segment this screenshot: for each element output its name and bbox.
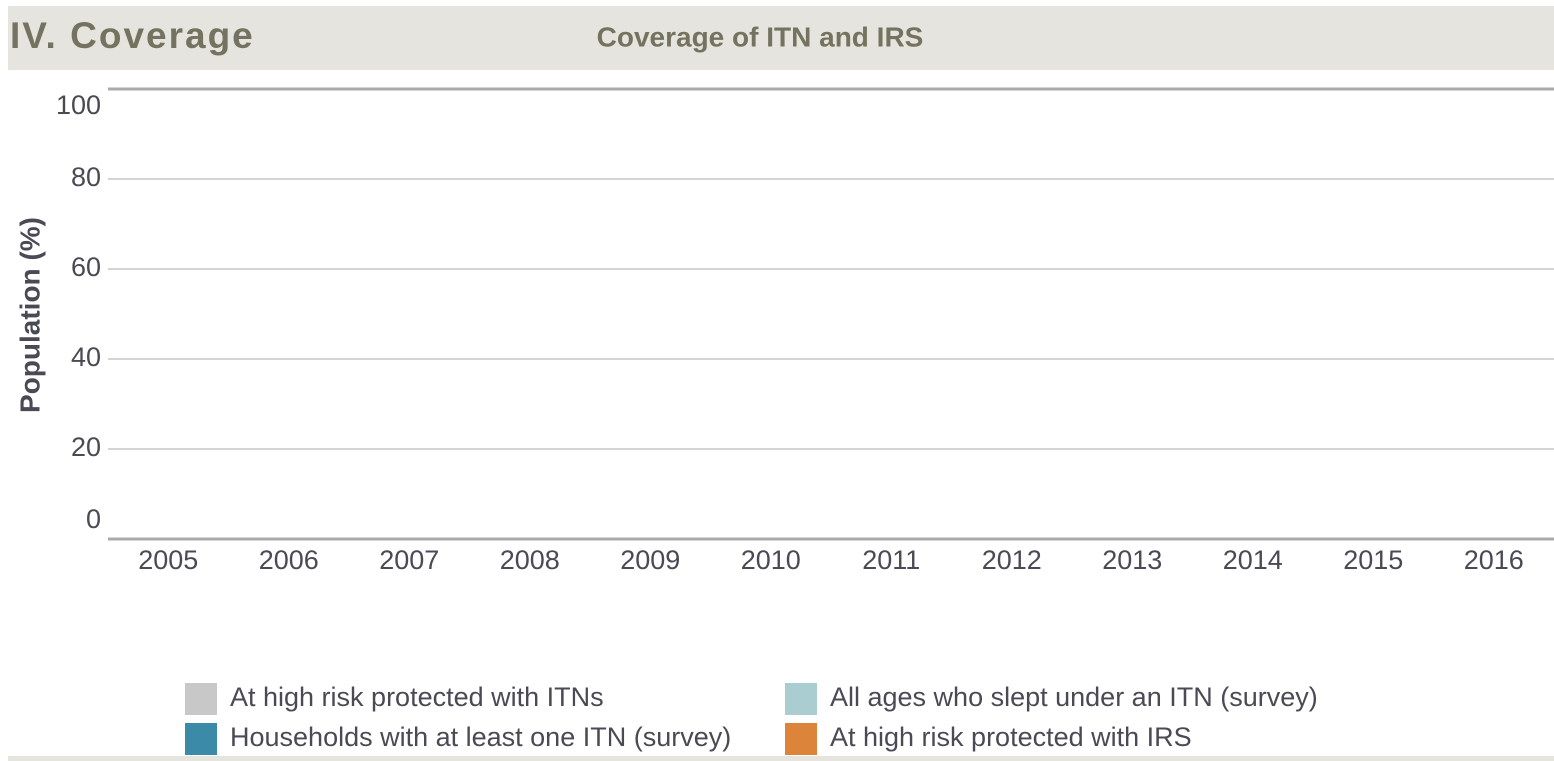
y-tick-label: 20: [71, 432, 101, 462]
x-tick-label: 2008: [500, 545, 560, 575]
y-tick-label: 80: [71, 162, 101, 192]
legend-label: Households with at least one ITN (survey…: [230, 722, 731, 752]
x-tick-label: 2005: [138, 545, 198, 575]
header-band: [8, 6, 1554, 70]
chart-title: Coverage of ITN and IRS: [597, 21, 924, 52]
legend-swatch: [185, 683, 217, 715]
legend-swatch: [185, 723, 217, 755]
x-tick-label: 2012: [982, 545, 1042, 575]
y-axis-label: Population (%): [14, 217, 45, 413]
y-tick-label: 0: [86, 504, 101, 534]
section-title: IV. Coverage: [10, 15, 255, 56]
footer-band: [8, 756, 1554, 761]
legend-label: All ages who slept under an ITN (survey): [830, 682, 1318, 712]
x-tick-label: 2007: [379, 545, 439, 575]
x-tick-label: 2013: [1102, 545, 1162, 575]
y-tick-label: 60: [71, 252, 101, 282]
legend-label: At high risk protected with IRS: [830, 722, 1192, 752]
y-tick-label: 40: [71, 342, 101, 372]
x-tick-label: 2014: [1223, 545, 1283, 575]
legend-label: At high risk protected with ITNs: [230, 682, 604, 712]
y-tick-label: 100: [56, 90, 101, 120]
x-tick-label: 2015: [1343, 545, 1403, 575]
x-tick-label: 2010: [741, 545, 801, 575]
x-tick-label: 2011: [862, 545, 920, 575]
x-tick-label: 2009: [620, 545, 680, 575]
x-tick-label: 2006: [259, 545, 319, 575]
x-tick-label: 2016: [1464, 545, 1524, 575]
legend-swatch: [785, 723, 817, 755]
legend-swatch: [785, 683, 817, 715]
